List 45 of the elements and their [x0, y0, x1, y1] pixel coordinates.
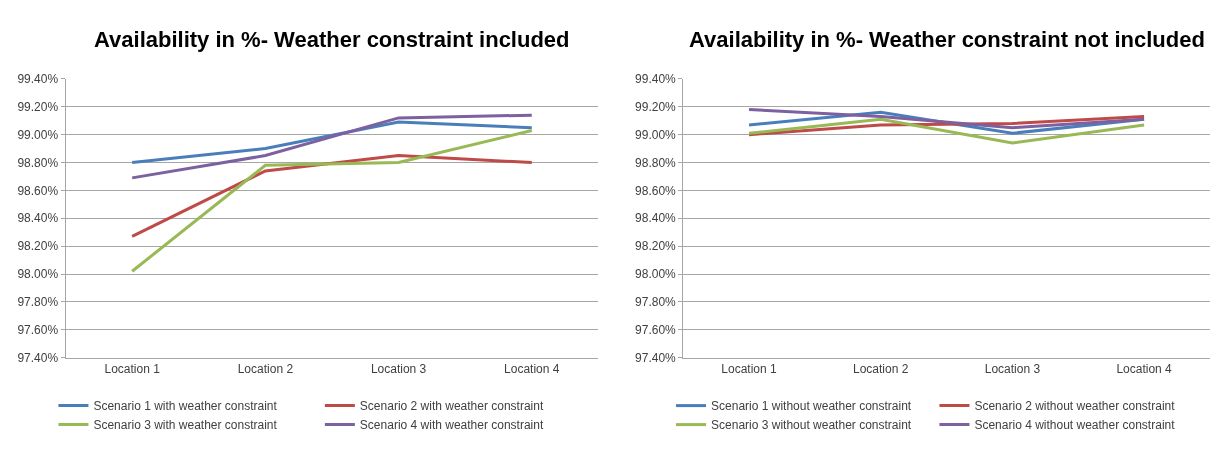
y-tick-label: 99.00%	[635, 127, 677, 142]
x-tick-label: Location 1	[721, 362, 778, 377]
y-tick-label: 98.20%	[635, 239, 677, 254]
y-tick-label: 97.40%	[635, 350, 677, 365]
line-series	[747, 117, 1146, 145]
legend-label: Scenario 2 without weather constraint	[974, 399, 1176, 414]
y-tick-label: 99.40%	[17, 72, 59, 87]
line-series	[130, 120, 534, 165]
y-tick-label: 98.40%	[635, 211, 677, 226]
line-series	[130, 113, 534, 180]
y-tick-label: 97.80%	[17, 295, 59, 310]
y-tick-label: 98.40%	[17, 211, 59, 226]
y-tick-label: 97.60%	[17, 322, 59, 337]
y-tick-label: 98.20%	[17, 239, 59, 254]
line-series	[130, 128, 534, 273]
legend-label: Scenario 4 with weather constraint	[359, 418, 544, 433]
y-tick-label: 97.80%	[635, 295, 677, 310]
line-series	[747, 108, 1146, 130]
legend-label: Scenario 1 with weather constraint	[93, 399, 278, 414]
y-tick-label: 98.60%	[17, 183, 59, 198]
chart-title: Availability in %- Weather constraint not included	[689, 27, 1205, 52]
y-tick-label: 98.80%	[635, 155, 677, 170]
y-tick-label: 97.40%	[17, 350, 59, 365]
x-tick-label: Location 4	[504, 362, 560, 377]
y-tick-label: 99.20%	[635, 99, 677, 114]
y-tick-label: 98.00%	[635, 267, 677, 282]
y-tick-label: 97.60%	[635, 322, 677, 337]
legend-label: Scenario 4 without weather constraint	[974, 418, 1176, 433]
legend-label: Scenario 3 with weather constraint	[93, 418, 278, 433]
chart-title: Availability in %- Weather constraint included	[94, 27, 570, 52]
x-tick-label: Location 2	[237, 362, 294, 377]
legend-label: Scenario 3 without weather constraint	[711, 418, 912, 433]
legend-label: Scenario 1 without weather constraint	[711, 399, 912, 414]
x-tick-label: Location 4	[1116, 362, 1173, 377]
y-tick-label: 98.60%	[635, 183, 677, 198]
x-tick-label: Location 2	[853, 362, 909, 377]
y-tick-label: 98.80%	[17, 155, 59, 170]
x-tick-label: Location 1	[104, 362, 161, 377]
y-tick-label: 98.00%	[17, 267, 59, 282]
y-tick-label: 99.40%	[635, 72, 677, 87]
y-tick-label: 99.20%	[17, 99, 59, 114]
y-tick-label: 99.00%	[17, 127, 59, 142]
x-tick-label: Location 3	[984, 362, 1041, 377]
x-tick-label: Location 3	[370, 362, 427, 377]
legend-label: Scenario 2 with weather constraint	[359, 399, 544, 414]
